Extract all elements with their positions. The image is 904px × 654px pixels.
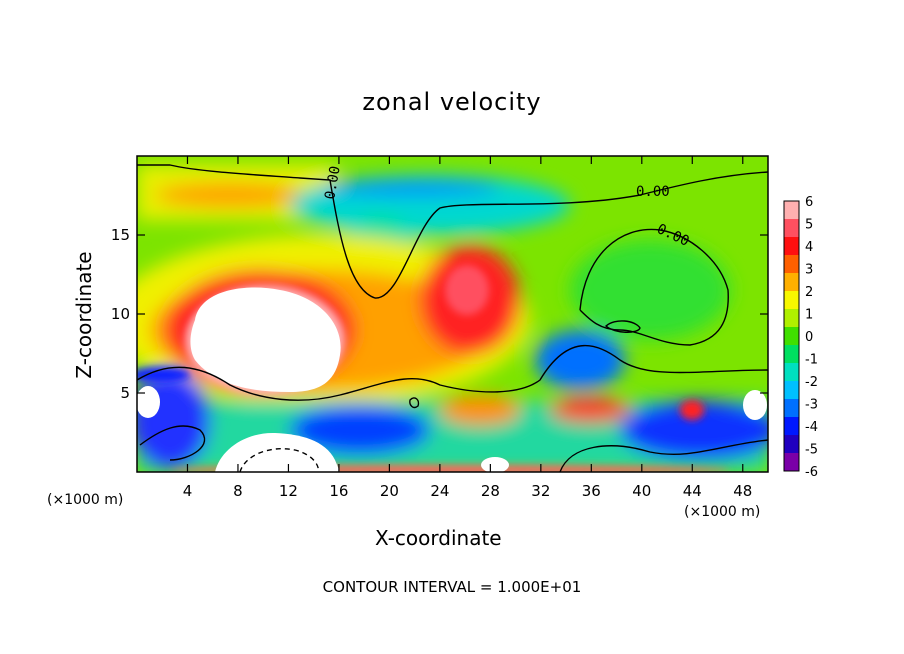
blue-streak-left (137, 367, 190, 383)
contour-label-1: 0.00 (322, 165, 344, 201)
blue-center-right (535, 330, 625, 390)
x-tick-label-0: 4 (183, 482, 193, 500)
blue-lower-mid (290, 405, 430, 455)
colorbar-label-5: 1 (805, 308, 813, 323)
white-spot-right (743, 390, 767, 420)
colorbar-swatch-5 (784, 291, 799, 310)
x-tick-label-9: 40 (632, 482, 651, 500)
colorbar-label-8: -2 (805, 375, 818, 390)
colorbar-label-9: -3 (805, 398, 818, 413)
x-tick-label-5: 24 (430, 482, 449, 500)
colorbar-swatch-9 (784, 363, 799, 382)
x-tick-label-6: 28 (481, 482, 500, 500)
colorbar-swatch-0 (784, 201, 799, 220)
zero-contours (137, 164, 768, 472)
orange-lower-mid (440, 395, 520, 425)
colorbar-label-7: -1 (805, 353, 818, 368)
x-tick-label-8: 36 (582, 482, 601, 500)
colorbar-label-10: -4 (805, 420, 818, 435)
colorbar-swatch-13 (784, 435, 799, 454)
red-lower-right (550, 398, 630, 422)
x-tick-label-4: 20 (380, 482, 399, 500)
colorbar-swatch-3 (784, 255, 799, 274)
contour-interval-note: CONTOUR INTERVAL = 1.000E+01 (322, 578, 582, 596)
right-green-pool (570, 240, 730, 340)
colorbar-label-6: 0 (805, 330, 813, 345)
x-tick-label-10: 44 (683, 482, 702, 500)
contour-bottom-right (559, 439, 768, 472)
colorbar-swatch-1 (784, 219, 799, 238)
x-tick-label-3: 16 (329, 482, 348, 500)
colorbar-frame (783, 200, 800, 472)
red-core-upper (445, 265, 489, 315)
x-tick-label-2: 12 (279, 482, 298, 500)
x-multiplier-right: (×1000 m) (684, 504, 761, 520)
colorbar-label-3: 3 (805, 263, 813, 278)
contour-negative-dashed (239, 448, 320, 472)
x-tick-label-11: 48 (733, 482, 752, 500)
colorbar-swatch-8 (784, 345, 799, 364)
chart-title: zonal velocity (362, 88, 542, 116)
colorbar-swatch-6 (784, 309, 799, 328)
contour-label-2: 0.00 (636, 184, 670, 200)
y-tick-label-0: 5 (120, 384, 130, 402)
x-multiplier-left: (×1000 m) (47, 492, 124, 508)
colorbar-swatch-2 (784, 237, 799, 256)
orange-streak-top (155, 183, 305, 207)
y-axis-ticks: 5 10 15 (111, 226, 768, 402)
colorbar-label-1: 5 (805, 218, 813, 233)
white-spot-mid (481, 457, 509, 472)
x-axis-ticks: 4 8 12 16 20 24 28 32 36 40 44 48 (183, 156, 752, 500)
x-axis-label: X-coordinate (375, 526, 502, 550)
colorbar-label-12: -6 (805, 465, 818, 480)
white-core-main (190, 287, 341, 392)
white-spot-left (137, 386, 160, 418)
colorbar-swatch-11 (784, 399, 799, 418)
colorbar-label-4: 2 (805, 285, 813, 300)
colorbar: 6 5 4 3 2 1 0 -1 -2 -3 -4 -5 -6 (783, 195, 818, 480)
colorbar-label-2: 4 (805, 240, 813, 255)
colorbar-swatch-10 (784, 381, 799, 400)
blue-lower-right (620, 400, 768, 460)
contour-lower-front (137, 344, 768, 401)
contour-small-loop-2 (409, 397, 420, 409)
blue-lower-left (137, 370, 210, 470)
colorbar-swatch-4 (784, 273, 799, 292)
heatmap-field (137, 156, 768, 472)
colorbar-swatch-7 (784, 327, 799, 346)
x-tick-label-1: 8 (233, 482, 243, 500)
blue-upper-streak (320, 180, 500, 196)
contour-small-loop-1 (604, 320, 641, 333)
colorbar-label-0: 6 (805, 195, 813, 210)
colorbar-swatch-14 (784, 453, 799, 472)
contour-upper-ridge (137, 164, 768, 299)
y-tick-label-2: 15 (111, 226, 130, 244)
y-tick-label-1: 10 (111, 305, 130, 323)
contour-bottom-left (139, 425, 206, 461)
contour-right-lobe (579, 228, 729, 346)
x-tick-label-7: 32 (531, 482, 550, 500)
red-spot-right (680, 400, 704, 420)
colorbar-swatch-12 (784, 417, 799, 436)
colorbar-label-11: -5 (805, 443, 818, 458)
y-axis-label: Z-coordinate (72, 251, 96, 379)
